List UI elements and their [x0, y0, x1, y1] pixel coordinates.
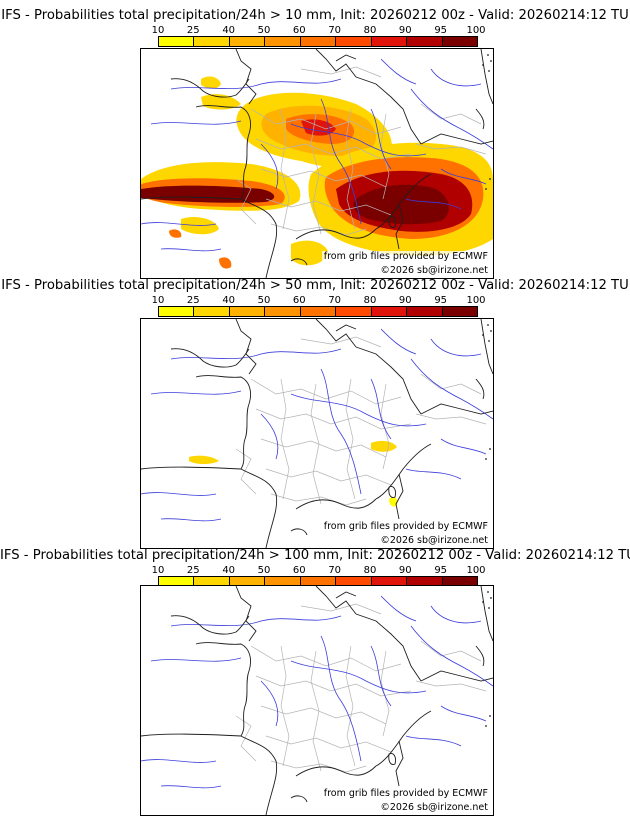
scale-tick: 50	[257, 295, 271, 306]
map-canvas	[141, 49, 493, 278]
scale-tick: 90	[398, 25, 412, 36]
scale-color-cell	[407, 577, 443, 586]
panel-100mm: IFS - Probabilities total precipitation/…	[0, 548, 630, 818]
copyright-note: ©2026 sb@irizone.net	[378, 535, 490, 546]
panel-10mm: IFS - Probabilities total precipitation/…	[0, 8, 630, 279]
scale-tick: 95	[434, 295, 448, 306]
scale-color-cell	[442, 307, 477, 316]
scale-color-cell	[442, 577, 477, 586]
scale-color-cell	[336, 37, 372, 46]
map-canvas	[141, 319, 493, 548]
scale-tick: 80	[363, 295, 377, 306]
scale-color-cell	[336, 577, 372, 586]
scale-color-cell	[300, 577, 337, 586]
scale-tick: 70	[328, 295, 342, 306]
scale-color-cell	[442, 37, 477, 46]
scale-color-cell	[371, 37, 408, 46]
panel-50mm: IFS - Probabilities total precipitation/…	[0, 278, 630, 549]
scale-color-cell	[371, 307, 408, 316]
precip-probability-field	[189, 440, 398, 507]
map-canvas	[141, 586, 493, 815]
scale-color-cell	[194, 577, 230, 586]
scale-tick: 10	[151, 25, 165, 36]
scale-tick: 70	[328, 25, 342, 36]
scale-tick: 40	[222, 565, 236, 576]
scale-tick: 100	[466, 565, 486, 576]
probability-color-scale	[158, 36, 478, 47]
scale-color-cell	[300, 307, 337, 316]
scale-color-cell	[407, 37, 443, 46]
panel-title: IFS - Probabilities total precipitation/…	[1, 8, 629, 23]
scale-tick: 50	[257, 565, 271, 576]
scale-tick: 25	[186, 565, 200, 576]
scale-color-cell	[300, 37, 337, 46]
scale-color-cell	[159, 307, 195, 316]
scale-tick: 60	[292, 295, 306, 306]
scale-tick: 60	[292, 565, 306, 576]
scale-tick: 25	[186, 295, 200, 306]
scale-tick: 100	[466, 25, 486, 36]
scale-color-cell	[159, 37, 195, 46]
scale-color-cell	[159, 577, 195, 586]
probability-color-scale	[158, 306, 478, 317]
scale-tick: 95	[434, 25, 448, 36]
scale-color-cell	[194, 37, 230, 46]
scale-tick: 10	[151, 295, 165, 306]
scale-tick: 70	[328, 565, 342, 576]
scale-tick: 60	[292, 25, 306, 36]
scale-tick: 100	[466, 295, 486, 306]
scale-color-cell	[265, 37, 301, 46]
scale-tick: 80	[363, 565, 377, 576]
scale-tick: 25	[186, 25, 200, 36]
data-source-note: from grib files provided by ECMWF	[321, 251, 490, 262]
scale-tick: 90	[398, 565, 412, 576]
scale-tick: 40	[222, 295, 236, 306]
probability-scale-labels: 10 25 40 50 60 70 80 90 95 100	[152, 565, 486, 577]
probability-map: from grib files provided by ECMWF ©2026 …	[140, 585, 494, 816]
probability-color-scale	[158, 576, 478, 587]
probability-map: from grib files provided by ECMWF ©2026 …	[140, 48, 494, 279]
scale-color-cell	[194, 307, 230, 316]
data-source-note: from grib files provided by ECMWF	[321, 521, 490, 532]
scale-tick: 80	[363, 25, 377, 36]
scale-tick: 10	[151, 565, 165, 576]
scale-tick: 40	[222, 25, 236, 36]
probability-scale-labels: 10 25 40 50 60 70 80 90 95 100	[152, 25, 486, 37]
scale-color-cell	[336, 307, 372, 316]
scale-color-cell	[265, 577, 301, 586]
panel-title: IFS - Probabilities total precipitation/…	[0, 548, 630, 563]
probability-scale-labels: 10 25 40 50 60 70 80 90 95 100	[152, 295, 486, 307]
scale-tick: 90	[398, 295, 412, 306]
copyright-note: ©2026 sb@irizone.net	[378, 265, 490, 276]
scale-color-cell	[407, 307, 443, 316]
scale-color-cell	[229, 37, 266, 46]
scale-color-cell	[371, 577, 408, 586]
panel-title: IFS - Probabilities total precipitation/…	[1, 278, 629, 293]
probability-map: from grib files provided by ECMWF ©2026 …	[140, 318, 494, 549]
copyright-note: ©2026 sb@irizone.net	[378, 802, 490, 813]
scale-tick: 95	[434, 565, 448, 576]
scale-color-cell	[229, 577, 266, 586]
scale-color-cell	[265, 307, 301, 316]
scale-tick: 50	[257, 25, 271, 36]
scale-color-cell	[229, 307, 266, 316]
data-source-note: from grib files provided by ECMWF	[321, 788, 490, 799]
